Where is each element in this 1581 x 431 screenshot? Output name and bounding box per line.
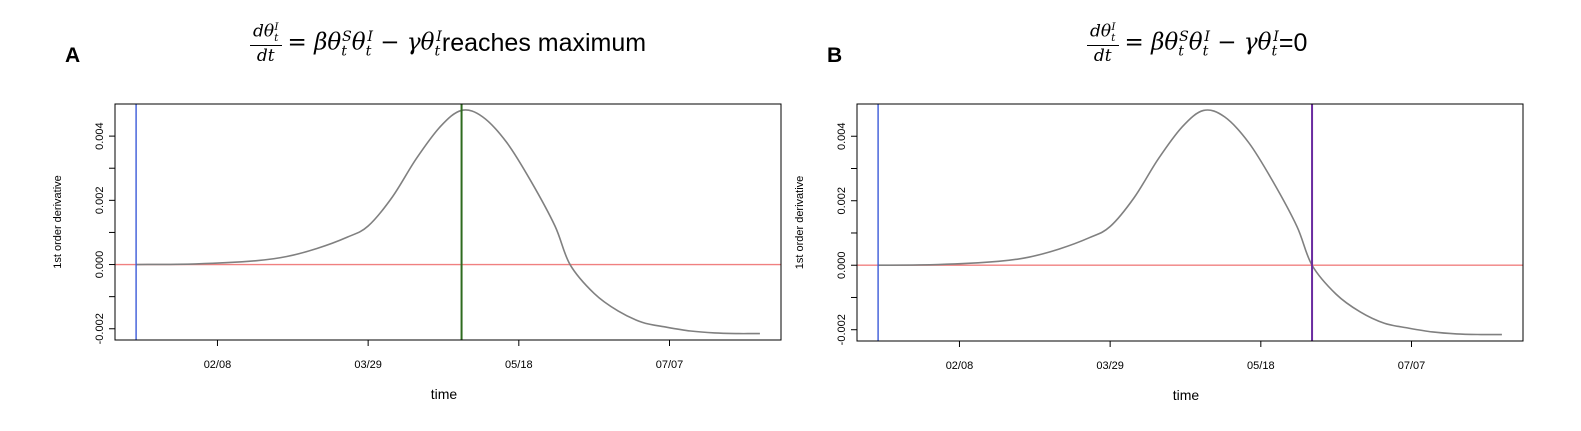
x-tick-label: 07/07 xyxy=(656,359,684,371)
x-axis-title: time xyxy=(1173,387,1200,403)
derivative-fraction: dθtI dt xyxy=(1087,21,1119,66)
line-chart-b: -0.002 0.000 0.002 0.004 02/08 03/29 05/18 07/0… xyxy=(794,103,1524,403)
y-tick-label: 0.004 xyxy=(836,122,848,150)
x-tick-label: 03/29 xyxy=(354,359,382,371)
plot-frame xyxy=(856,103,1524,342)
y-tick-label: 0.004 xyxy=(94,122,106,150)
x-axis-title: time xyxy=(431,386,458,402)
chart-title: dθtI dt = βθtSθtI − γθtI =0 xyxy=(1087,21,1308,66)
plot-frame xyxy=(114,103,782,341)
y-tick-label: 0.002 xyxy=(836,187,848,215)
panel-label: B xyxy=(827,44,843,67)
y-axis-title: 1st order derivative xyxy=(52,175,64,269)
y-tick-label: 0.000 xyxy=(94,251,106,279)
title-equation: = βθtSθtI − γθtI xyxy=(287,28,442,60)
chart-title: dθtI dt = βθtSθtI − γθtI reaches maximum xyxy=(250,21,647,66)
panel-b: B dθtI dt = βθtSθtI − γθtI =0 -0.002 0.00… xyxy=(790,0,1570,431)
derivative-curve xyxy=(878,109,1502,336)
derivative-curve xyxy=(136,109,760,335)
y-tick-label: -0.002 xyxy=(94,313,106,344)
title-equation: = βθtSθtI − γθtI xyxy=(1124,28,1279,60)
panel-label: A xyxy=(65,44,81,67)
x-tick-label: 02/08 xyxy=(946,360,974,372)
x-tick-label: 05/18 xyxy=(505,359,533,371)
x-tick-label: 02/08 xyxy=(204,359,232,371)
derivative-fraction: dθtI dt xyxy=(250,21,282,66)
x-tick-label: 03/29 xyxy=(1096,360,1124,372)
y-axis-title: 1st order derivative xyxy=(794,176,806,270)
title-suffix: =0 xyxy=(1278,29,1308,58)
title-suffix: reaches maximum xyxy=(441,29,647,58)
y-tick-label: 0.000 xyxy=(836,251,848,279)
y-tick-label: -0.002 xyxy=(836,314,848,345)
x-tick-label: 07/07 xyxy=(1398,360,1426,372)
line-chart-a: -0.002 0.000 0.002 0.004 02/08 03/29 05/18 07/0… xyxy=(52,103,782,402)
panel-a: A dθtI dt = βθtSθtI − γθtI reaches maxim… xyxy=(0,0,782,431)
y-tick-label: 0.002 xyxy=(94,187,106,215)
x-tick-label: 05/18 xyxy=(1247,360,1275,372)
